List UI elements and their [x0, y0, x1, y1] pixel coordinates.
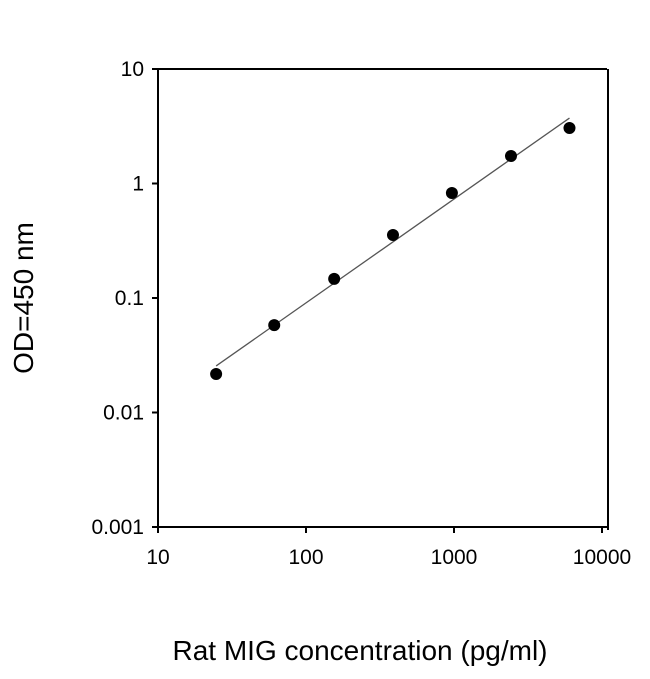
y-axis-title: OD=450 nm: [8, 222, 39, 374]
y-axis-ticks: 0.001 0.01 0.1 1 10: [91, 58, 158, 539]
y-tick-label: 1: [132, 173, 144, 196]
y-tick-label: 0.1: [115, 287, 144, 310]
y-tick-label: 10: [121, 58, 144, 81]
x-axis-title: Rat MIG concentration (pg/ml): [172, 635, 547, 666]
y-tick-label: 0.001: [91, 516, 144, 539]
x-tick-label: 100: [288, 546, 323, 569]
x-tick-label: 10000: [573, 546, 631, 569]
x-tick-label: 10: [146, 546, 169, 569]
y-tick-label: 0.01: [103, 402, 144, 425]
data-points: [210, 122, 576, 380]
data-point: [445, 187, 458, 200]
data-point: [268, 319, 281, 332]
data-point: [210, 367, 223, 380]
data-point: [386, 228, 399, 241]
data-point: [328, 272, 341, 285]
data-point: [504, 149, 517, 162]
data-point: [563, 122, 576, 135]
x-axis-ticks: 10 100 1000 10000: [146, 527, 631, 569]
x-tick-label: 1000: [431, 546, 478, 569]
